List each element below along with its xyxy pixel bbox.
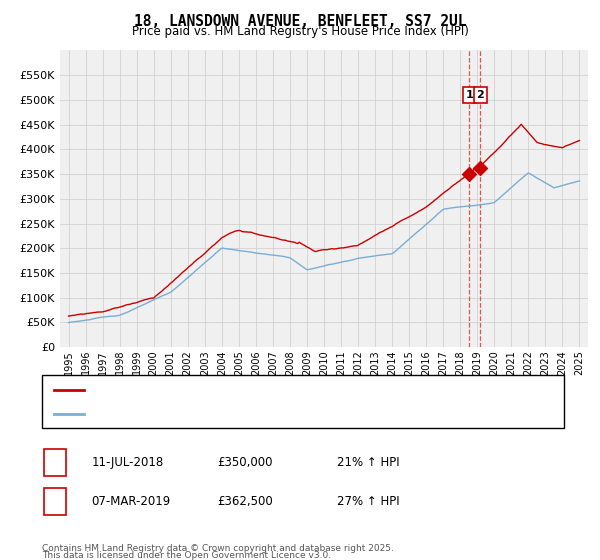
Text: 1: 1 [466, 90, 473, 100]
Text: This data is licensed under the Open Government Licence v3.0.: This data is licensed under the Open Gov… [42, 551, 331, 560]
Point [464, 170, 474, 179]
Text: HPI: Average price, semi-detached house, Castle Point: HPI: Average price, semi-detached house,… [90, 408, 393, 418]
Text: 18, LANSDOWN AVENUE, BENFLEET, SS7 2UL (semi-detached house): 18, LANSDOWN AVENUE, BENFLEET, SS7 2UL (… [90, 385, 475, 395]
Text: 27% ↑ HPI: 27% ↑ HPI [337, 495, 400, 508]
Text: £362,500: £362,500 [217, 495, 273, 508]
Point [476, 164, 485, 172]
Text: 18, LANSDOWN AVENUE, BENFLEET, SS7 2UL: 18, LANSDOWN AVENUE, BENFLEET, SS7 2UL [134, 14, 466, 29]
Text: Price paid vs. HM Land Registry's House Price Index (HPI): Price paid vs. HM Land Registry's House … [131, 25, 469, 38]
Text: 11-JUL-2018: 11-JUL-2018 [91, 456, 163, 469]
Text: £350,000: £350,000 [217, 456, 272, 469]
Text: 21% ↑ HPI: 21% ↑ HPI [337, 456, 400, 469]
Text: 2: 2 [51, 495, 59, 508]
Text: 2: 2 [476, 90, 484, 100]
Text: 07-MAR-2019: 07-MAR-2019 [91, 495, 170, 508]
Text: Contains HM Land Registry data © Crown copyright and database right 2025.: Contains HM Land Registry data © Crown c… [42, 544, 394, 553]
Text: 1: 1 [51, 456, 59, 469]
